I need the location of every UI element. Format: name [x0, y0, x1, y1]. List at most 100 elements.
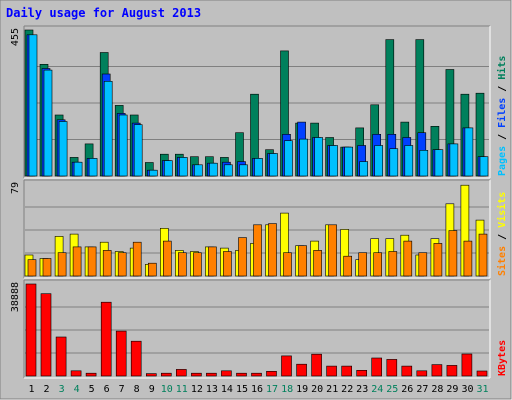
- panel-area: [24, 280, 490, 378]
- bar-sites-day-2: [42, 258, 52, 277]
- bar-sites-day-18: [283, 252, 292, 277]
- day-label-30: 30: [461, 384, 473, 395]
- bar-sites-day-25: [388, 251, 398, 277]
- chart-title: Daily usage for August 2013: [6, 6, 201, 20]
- day-label-16: 16: [251, 384, 263, 395]
- bar-kbytes-day-27: [416, 370, 428, 377]
- bar-pages-day-22: [344, 146, 354, 177]
- bar-pages-day-17: [269, 153, 278, 177]
- bar-pages-day-2: [43, 69, 53, 177]
- day-label-6: 6: [104, 384, 110, 395]
- day-label-21: 21: [326, 384, 338, 395]
- bar-sites-day-5: [87, 246, 97, 277]
- bar-pages-day-5: [88, 158, 98, 177]
- panel-legend: KBytes: [497, 340, 508, 376]
- bar-kbytes-day-7: [115, 330, 127, 377]
- bar-pages-day-26: [404, 145, 414, 177]
- bar-sites-day-21: [328, 224, 337, 277]
- bar-sites-day-7: [117, 252, 127, 277]
- bar-pages-day-10: [164, 160, 173, 177]
- panel-legend: Sites / Visits: [496, 192, 508, 276]
- legend-entry: Pages: [497, 146, 508, 176]
- day-label-23: 23: [356, 384, 368, 395]
- bar-kbytes-day-21: [326, 365, 337, 377]
- legend-entry: /: [497, 228, 508, 246]
- bar-pages-day-1: [28, 34, 38, 177]
- bar-pages-day-7: [118, 114, 128, 177]
- bar-kbytes-day-9: [146, 373, 157, 377]
- bar-sites-day-31: [478, 233, 488, 277]
- day-label-31: 31: [476, 384, 488, 395]
- day-label-3: 3: [59, 384, 65, 395]
- panel-bottom: 38888 KBytes: [10, 279, 508, 379]
- day-label-8: 8: [134, 384, 140, 395]
- bar-pages-day-8: [133, 124, 143, 177]
- bar-sites-day-12: [193, 252, 202, 277]
- day-label-29: 29: [446, 384, 458, 395]
- bar-kbytes-day-12: [191, 372, 202, 377]
- bar-kbytes-day-1: [25, 283, 37, 377]
- bar-kbytes-day-15: [236, 372, 247, 377]
- day-label-27: 27: [416, 384, 428, 395]
- bar-kbytes-day-26: [401, 365, 413, 377]
- bar-kbytes-day-6: [100, 301, 112, 377]
- bar-pages-day-15: [239, 164, 248, 177]
- bar-pages-day-13: [209, 162, 218, 177]
- bar-pages-day-4: [73, 161, 83, 177]
- bar-sites-day-13: [208, 246, 217, 277]
- day-label-19: 19: [296, 384, 308, 395]
- bar-kbytes-day-24: [371, 357, 383, 377]
- day-label-1: 1: [28, 384, 34, 395]
- legend-entry: /: [497, 80, 508, 98]
- day-label-15: 15: [236, 384, 248, 395]
- bar-pages-day-30: [464, 127, 474, 177]
- legend-entry: Hits: [496, 56, 508, 80]
- bar-sites-day-23: [358, 252, 368, 277]
- bar-kbytes-day-28: [431, 364, 443, 377]
- panel-top: 455 Pages / Files / Hits: [10, 25, 508, 179]
- bar-kbytes-day-22: [341, 365, 353, 377]
- day-label-22: 22: [341, 384, 353, 395]
- bar-kbytes-day-17: [266, 370, 277, 377]
- bar-pages-day-24: [374, 145, 384, 177]
- bar-sites-day-15: [238, 237, 247, 277]
- day-label-2: 2: [43, 384, 49, 395]
- bar-pages-day-12: [194, 164, 203, 177]
- bar-sites-day-28: [433, 243, 443, 277]
- bar-pages-day-29: [449, 143, 459, 177]
- bar-sites-day-14: [223, 251, 232, 277]
- bar-pages-day-31: [479, 156, 489, 177]
- day-label-13: 13: [206, 384, 218, 395]
- bar-sites-day-22: [343, 255, 353, 277]
- bar-kbytes-day-19: [296, 363, 307, 377]
- bar-pages-day-25: [389, 148, 399, 177]
- bar-kbytes-day-20: [311, 353, 322, 377]
- bar-pages-day-14: [224, 164, 233, 177]
- bar-sites-day-26: [403, 240, 413, 277]
- chart-panels: 455 Pages / Files / Hits 79 Sites / Visits 3…: [10, 25, 508, 379]
- bar-kbytes-day-23: [356, 369, 368, 377]
- day-label-17: 17: [266, 384, 278, 395]
- day-label-5: 5: [89, 384, 95, 395]
- bar-pages-day-21: [329, 145, 338, 177]
- bar-kbytes-day-4: [70, 370, 82, 377]
- bar-kbytes-day-11: [176, 369, 187, 377]
- bar-pages-day-9: [149, 169, 158, 177]
- day-label-28: 28: [431, 384, 443, 395]
- bar-sites-day-16: [253, 224, 262, 277]
- legend-entry: Sites: [496, 246, 508, 276]
- bars-middle: [24, 184, 488, 277]
- bars-bottom: [25, 283, 488, 377]
- bar-sites-day-1: [27, 259, 37, 277]
- day-label-12: 12: [191, 384, 203, 395]
- day-label-4: 4: [74, 384, 80, 395]
- bar-kbytes-day-16: [251, 372, 262, 377]
- bar-kbytes-day-10: [161, 372, 172, 377]
- bar-pages-day-20: [314, 137, 323, 177]
- panel-middle: 79 Sites / Visits: [10, 179, 508, 279]
- bar-kbytes-day-5: [85, 372, 97, 377]
- legend-entry: Visits: [496, 192, 508, 228]
- bar-pages-day-19: [299, 138, 308, 177]
- day-label-11: 11: [176, 384, 188, 395]
